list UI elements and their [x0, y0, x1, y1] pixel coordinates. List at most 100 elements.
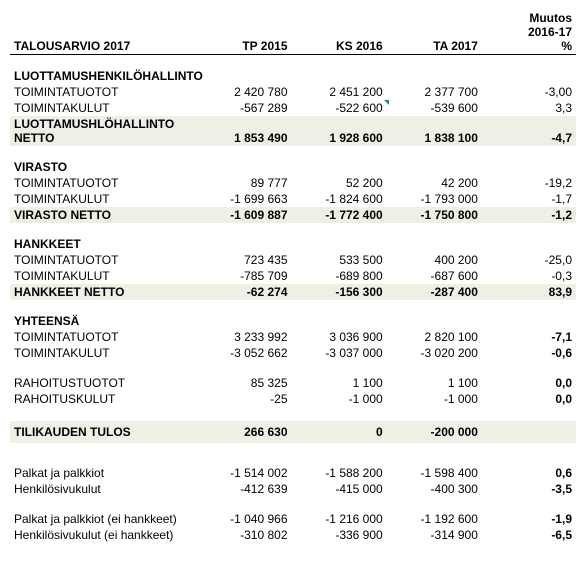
cell: -1 040 966 — [196, 511, 291, 527]
table-row: TOIMINTATUOTOT 3 233 992 3 036 900 2 820… — [10, 329, 576, 345]
row-label: TOIMINTAKULUT — [10, 345, 196, 361]
row-label: TOIMINTATUOTOT — [10, 175, 196, 191]
cell: 0,6 — [482, 465, 576, 481]
cell: 1 100 — [387, 375, 482, 391]
cell: -689 800 — [292, 268, 387, 284]
section-virasto-title: VIRASTO — [10, 146, 576, 175]
cell: -1 000 — [292, 391, 387, 407]
cell: -0,3 — [482, 268, 576, 284]
section-yhteensa-title: YHTEENSÄ — [10, 300, 576, 329]
cell: -19,2 — [482, 175, 576, 191]
row-label: TOIMINTAKULUT — [10, 268, 196, 284]
cell: -156 300 — [292, 284, 387, 300]
table-row: TOIMINTAKULUT -1 699 663 -1 824 600 -1 7… — [10, 191, 576, 207]
cell: -1 000 — [387, 391, 482, 407]
cell: -785 709 — [196, 268, 291, 284]
cell: -25 — [196, 391, 291, 407]
cell: 1 928 600 — [292, 116, 387, 146]
header-col4b: 2016-17 — [528, 25, 572, 39]
cell: 3,3 — [482, 100, 576, 116]
table-row: RAHOITUSKULUT -25 -1 000 -1 000 0,0 — [10, 391, 576, 407]
cell: 3 233 992 — [196, 329, 291, 345]
header-title: TALOUSARVIO 2017 — [10, 10, 196, 55]
cell: 42 200 — [387, 175, 482, 191]
cell: -3 052 662 — [196, 345, 291, 361]
row-label: Henkilösivukulut (ei hankkeet) — [10, 527, 196, 543]
cell: -25,0 — [482, 252, 576, 268]
cell: -310 802 — [196, 527, 291, 543]
row-label: TOIMINTATUOTOT — [10, 252, 196, 268]
cell: 2 451 200 — [292, 84, 387, 100]
table-row: Henkilösivukulut -412 639 -415 000 -400 … — [10, 481, 576, 497]
cell: -287 400 — [387, 284, 482, 300]
cell: -1,9 — [482, 511, 576, 527]
cell: -1 514 002 — [196, 465, 291, 481]
cell: 0,0 — [482, 391, 576, 407]
row-label: LUOTTAMUSHLÖHALLINTO NETTO — [10, 116, 196, 146]
table-row: TOIMINTATUOTOT 2 420 780 2 451 200 2 377… — [10, 84, 576, 100]
cell: -6,5 — [482, 527, 576, 543]
table-row: TOIMINTATUOTOT 89 777 52 200 42 200 -19,… — [10, 175, 576, 191]
cell: -3,00 — [482, 84, 576, 100]
cell: 0 — [292, 421, 387, 443]
header-col3: TA 2017 — [387, 10, 482, 55]
cell: -687 600 — [387, 268, 482, 284]
cell: 83,9 — [482, 284, 576, 300]
cell: 400 200 — [387, 252, 482, 268]
header-col4c: % — [561, 39, 572, 53]
cell: -1 598 400 — [387, 465, 482, 481]
cell: -0,6 — [482, 345, 576, 361]
row-label: TOIMINTAKULUT — [10, 100, 196, 116]
cell: -1 772 400 — [292, 207, 387, 223]
cell: -1 793 000 — [387, 191, 482, 207]
netto-row: LUOTTAMUSHLÖHALLINTO NETTO 1 853 490 1 9… — [10, 116, 576, 146]
table-row: TOIMINTAKULUT -785 709 -689 800 -687 600… — [10, 268, 576, 284]
cell: -400 300 — [387, 481, 482, 497]
section-luott-title: LUOTTAMUSHENKILÖHALLINTO — [10, 55, 576, 85]
row-label: RAHOITUSKULUT — [10, 391, 196, 407]
netto-row: HANKKEET NETTO -62 274 -156 300 -287 400… — [10, 284, 576, 300]
cell: 533 500 — [292, 252, 387, 268]
budget-table: TALOUSARVIO 2017 TP 2015 KS 2016 TA 2017… — [10, 10, 576, 543]
table-row: TOIMINTAKULUT -567 289 -522 600 -539 600… — [10, 100, 576, 116]
cell: -1 699 663 — [196, 191, 291, 207]
row-label: Henkilösivukulut — [10, 481, 196, 497]
cell: 2 820 100 — [387, 329, 482, 345]
header-col4: Muutos 2016-17 % — [482, 10, 576, 55]
row-label: TOIMINTAKULUT — [10, 191, 196, 207]
header-col2: KS 2016 — [292, 10, 387, 55]
table-row: TOIMINTAKULUT -3 052 662 -3 037 000 -3 0… — [10, 345, 576, 361]
row-label: Palkat ja palkkiot — [10, 465, 196, 481]
cell: 723 435 — [196, 252, 291, 268]
cell: -1 588 200 — [292, 465, 387, 481]
cell: 52 200 — [292, 175, 387, 191]
cell: -412 639 — [196, 481, 291, 497]
cell: -1 824 600 — [292, 191, 387, 207]
row-label: TOIMINTATUOTOT — [10, 84, 196, 100]
cell: 266 630 — [196, 421, 291, 443]
tilikauden-row: TILIKAUDEN TULOS 266 630 0 -200 000 — [10, 421, 576, 443]
cell: -3 020 200 — [387, 345, 482, 361]
table-row: Palkat ja palkkiot (ei hankkeet) -1 040 … — [10, 511, 576, 527]
row-label: VIRASTO NETTO — [10, 207, 196, 223]
cell: -3 037 000 — [292, 345, 387, 361]
cell: -1 609 887 — [196, 207, 291, 223]
cell: 2 420 780 — [196, 84, 291, 100]
cell: -1,7 — [482, 191, 576, 207]
row-label: TILIKAUDEN TULOS — [10, 421, 196, 443]
cell: 1 100 — [292, 375, 387, 391]
cell: 1 838 100 — [387, 116, 482, 146]
cell: -200 000 — [387, 421, 482, 443]
cell: 3 036 900 — [292, 329, 387, 345]
cell: 85 325 — [196, 375, 291, 391]
section-hankkeet-title: HANKKEET — [10, 223, 576, 252]
cell: -1 216 000 — [292, 511, 387, 527]
cell: -1,2 — [482, 207, 576, 223]
row-label: RAHOITUSTUOTOT — [10, 375, 196, 391]
cell-with-comment-marker: -522 600 — [292, 100, 387, 116]
cell: -415 000 — [292, 481, 387, 497]
cell: 0,0 — [482, 375, 576, 391]
cell — [482, 421, 576, 443]
table-row: RAHOITUSTUOTOT 85 325 1 100 1 100 0,0 — [10, 375, 576, 391]
table-row: TOIMINTATUOTOT 723 435 533 500 400 200 -… — [10, 252, 576, 268]
